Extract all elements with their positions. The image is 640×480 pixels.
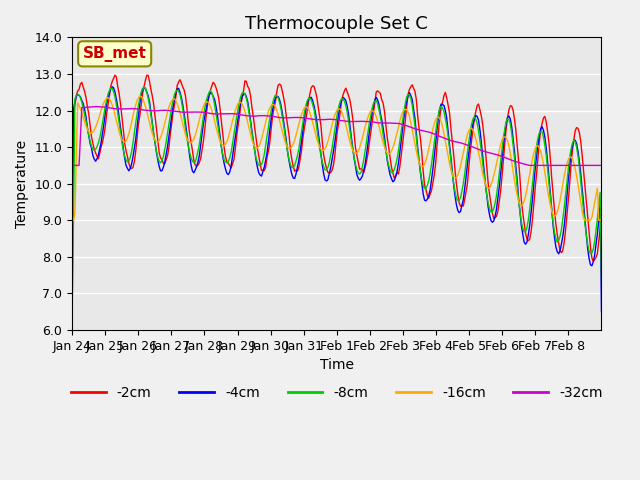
-4cm	[598, 309, 605, 315]
X-axis label: Time: Time	[320, 359, 354, 372]
-32cm	[104, 105, 112, 110]
-16cm	[103, 96, 111, 101]
Y-axis label: Temperature: Temperature	[15, 140, 29, 228]
Line: -8cm: -8cm	[72, 87, 602, 312]
-32cm	[86, 104, 94, 110]
-2cm	[595, 239, 603, 245]
-8cm	[447, 157, 454, 163]
-32cm	[526, 163, 534, 168]
-16cm	[595, 217, 603, 223]
-16cm	[136, 93, 144, 99]
-2cm	[526, 237, 534, 242]
-32cm	[93, 104, 101, 109]
-4cm	[526, 223, 534, 229]
-16cm	[526, 171, 534, 177]
-2cm	[598, 210, 605, 216]
-2cm	[111, 72, 119, 78]
-4cm	[103, 101, 111, 107]
-8cm	[342, 103, 349, 108]
-8cm	[595, 203, 603, 208]
Legend: -2cm, -4cm, -8cm, -16cm, -32cm: -2cm, -4cm, -8cm, -16cm, -32cm	[65, 380, 609, 405]
Title: Thermocouple Set C: Thermocouple Set C	[246, 15, 428, 33]
Line: -32cm: -32cm	[72, 107, 602, 166]
-16cm	[447, 167, 454, 172]
-8cm	[86, 138, 94, 144]
-16cm	[86, 130, 94, 135]
-32cm	[598, 163, 605, 168]
-32cm	[342, 118, 349, 124]
Text: SB_met: SB_met	[83, 46, 147, 62]
-2cm	[86, 122, 94, 128]
-2cm	[447, 125, 454, 131]
-8cm	[103, 97, 111, 103]
-4cm	[342, 98, 349, 104]
Line: -2cm: -2cm	[72, 75, 602, 319]
-8cm	[526, 207, 534, 213]
Line: -4cm: -4cm	[72, 87, 602, 312]
-32cm	[447, 138, 454, 144]
-4cm	[108, 84, 116, 90]
-4cm	[86, 141, 94, 146]
-8cm	[140, 84, 148, 90]
-4cm	[68, 260, 76, 265]
-2cm	[68, 316, 76, 322]
-16cm	[342, 122, 349, 128]
-2cm	[342, 85, 349, 91]
-8cm	[598, 277, 605, 283]
-32cm	[595, 163, 603, 168]
-4cm	[447, 154, 454, 160]
-16cm	[68, 217, 76, 223]
-2cm	[103, 110, 111, 116]
-4cm	[595, 217, 603, 223]
-32cm	[68, 163, 76, 168]
-8cm	[68, 309, 76, 315]
Line: -16cm: -16cm	[72, 96, 602, 220]
-16cm	[598, 217, 605, 223]
